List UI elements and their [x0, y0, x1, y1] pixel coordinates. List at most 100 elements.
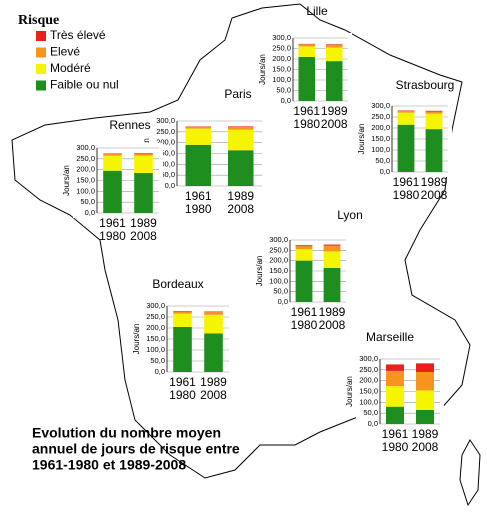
bar-segment — [204, 312, 223, 315]
bar-segment — [134, 153, 153, 156]
y-tick-label: 150,0 — [76, 175, 95, 184]
bar-segment — [295, 260, 313, 302]
bar-segment — [295, 244, 313, 246]
bar-segment — [103, 170, 122, 213]
x-tick-label: 1961 1980 — [382, 427, 409, 454]
y-tick-label: 300,0 — [359, 354, 378, 363]
y-tick-label: 50,0 — [375, 156, 390, 165]
y-tick-label: 250,0 — [371, 112, 390, 121]
y-axis-label: Jours/an — [258, 54, 267, 85]
chart-title: Lille — [306, 4, 328, 18]
y-tick-label: 0,0 — [368, 419, 378, 428]
legend-label: Modéré — [50, 61, 91, 75]
x-tick-label: 1961 1980 — [99, 216, 126, 243]
y-tick-label: 200,0 — [359, 376, 378, 385]
chart-title: Marseille — [366, 330, 414, 344]
y-tick-label: 150,0 — [146, 334, 165, 343]
y-tick-label: 150,0 — [272, 64, 291, 73]
bar-segment — [323, 244, 341, 246]
y-tick-label: 0,0 — [278, 297, 288, 306]
y-tick-label: 250,0 — [146, 312, 165, 321]
bar-segment — [326, 44, 343, 48]
y-tick-label: 300,0 — [76, 143, 95, 152]
bar-segment — [323, 245, 341, 252]
x-tick-label: 1961 1980 — [185, 189, 212, 216]
chart-title: Paris — [224, 87, 251, 101]
y-tick-label: 250,0 — [269, 245, 288, 254]
y-tick-label: 100,0 — [146, 345, 165, 354]
bar-segment — [228, 126, 254, 128]
bar-segment — [185, 128, 211, 145]
bar-segment — [386, 386, 404, 407]
y-tick-label: 250,0 — [359, 365, 378, 374]
bar-segment — [298, 46, 315, 57]
bar-segment — [326, 47, 343, 62]
bar-segment — [397, 112, 415, 125]
y-tick-label: 0,0 — [165, 181, 175, 190]
bar-segment — [397, 124, 415, 172]
bar-segment — [298, 44, 315, 47]
bar-segment — [416, 390, 434, 410]
bar-segment — [416, 372, 434, 391]
caption-line: 1961-1980 et 1989-2008 — [32, 457, 186, 473]
y-tick-label: 300,0 — [269, 235, 288, 244]
legend-swatch — [36, 64, 46, 74]
y-tick-label: 200,0 — [272, 54, 291, 63]
y-tick-label: 50,0 — [276, 85, 291, 94]
legend-title: Risque — [18, 13, 59, 28]
x-tick-label: 1989 2008 — [321, 104, 348, 131]
legend-swatch — [36, 47, 46, 58]
bar-segment — [425, 110, 443, 112]
y-tick-label: 250,0 — [76, 154, 95, 163]
y-tick-label: 150,0 — [269, 266, 288, 275]
y-tick-label: 50,0 — [80, 197, 95, 206]
y-axis-label: Jours/an — [62, 165, 71, 196]
y-tick-label: 200,0 — [269, 256, 288, 265]
y-tick-label: 0,0 — [380, 167, 390, 176]
y-tick-label: 100,0 — [371, 145, 390, 154]
x-tick-label: 1961 1980 — [293, 104, 320, 131]
legend-swatch — [36, 80, 46, 91]
y-tick-label: 200,0 — [76, 165, 95, 174]
y-tick-label: 50,0 — [160, 170, 175, 179]
bar-segment — [228, 129, 254, 151]
y-tick-label: 50,0 — [273, 287, 288, 296]
y-tick-label: 100,0 — [76, 186, 95, 195]
y-tick-label: 300,0 — [156, 116, 175, 125]
y-tick-label: 150,0 — [371, 134, 390, 143]
y-tick-label: 0,0 — [281, 96, 291, 105]
y-tick-label: 250,0 — [272, 43, 291, 52]
bar-segment — [397, 110, 415, 113]
bar-segment — [416, 409, 434, 424]
y-tick-label: 50,0 — [363, 408, 378, 417]
y-tick-label: 200,0 — [371, 123, 390, 132]
bar-segment — [134, 155, 153, 173]
bar-segment — [326, 61, 343, 101]
bar-segment — [204, 333, 223, 372]
bar-segment — [173, 326, 192, 372]
bar-segment — [173, 313, 192, 327]
chart-title: Lyon — [337, 208, 363, 222]
y-axis-label: Jours/an — [345, 376, 354, 407]
bar-segment — [298, 56, 315, 101]
bar-segment — [228, 127, 254, 130]
y-tick-label: 250,0 — [156, 127, 175, 136]
bar-segment — [204, 314, 223, 334]
bar-segment — [228, 150, 254, 186]
chart-title: Strasbourg — [396, 78, 455, 92]
bar-segment — [425, 111, 443, 114]
bar-segment — [185, 126, 211, 129]
legend-label: Très élevé — [50, 28, 106, 42]
y-tick-label: 300,0 — [371, 101, 390, 110]
y-tick-label: 300,0 — [272, 33, 291, 42]
bar-segment — [103, 155, 122, 171]
france-outline — [11, 3, 471, 479]
bar-segment — [326, 44, 343, 45]
y-tick-label: 200,0 — [146, 323, 165, 332]
x-tick-label: 1989 2008 — [227, 189, 254, 216]
bar-segment — [173, 311, 192, 314]
bar-segment — [295, 245, 313, 250]
bar-segment — [204, 311, 223, 313]
x-tick-label: 1961 1980 — [291, 305, 318, 332]
